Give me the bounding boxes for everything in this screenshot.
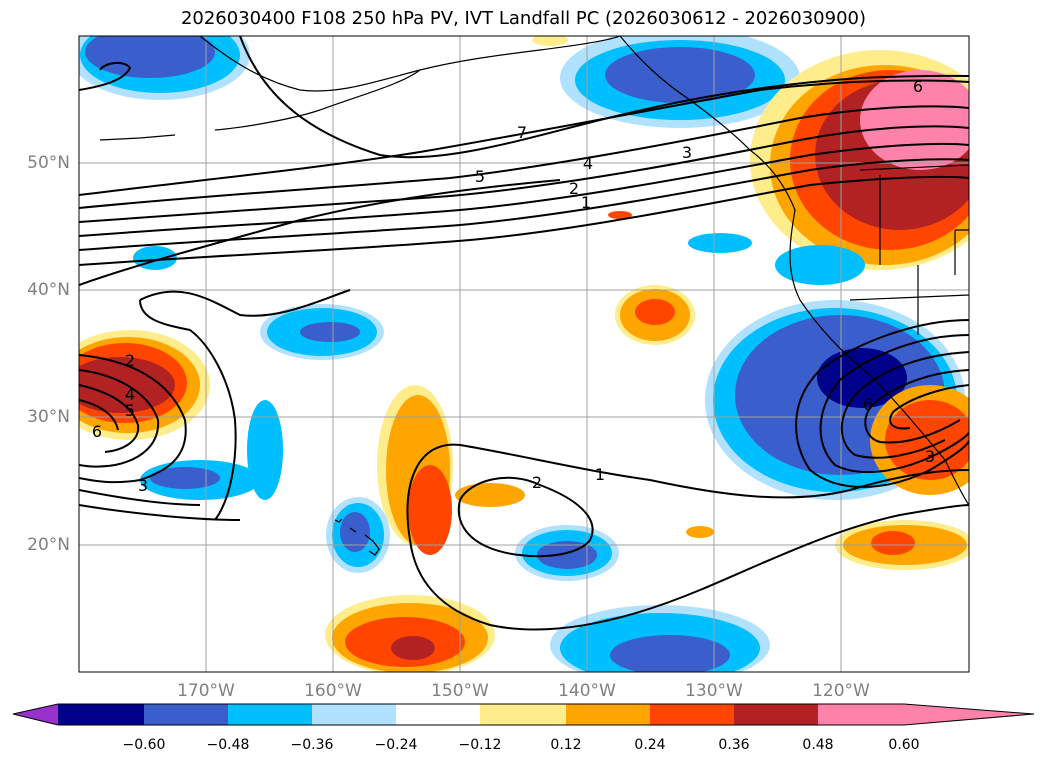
lat-label-50n: 50°N xyxy=(27,153,70,173)
colorbar-bin xyxy=(480,704,566,725)
colorbar-tick: 0.36 xyxy=(718,737,750,753)
contour-label-6b: 6 xyxy=(92,422,102,441)
contour-label-4: 4 xyxy=(583,154,593,173)
lon-label-160w: 160°W xyxy=(304,681,362,701)
lat-label-20n: 20°N xyxy=(27,535,70,555)
contour-label-3: 3 xyxy=(682,143,692,162)
colorbar-tick: 0.60 xyxy=(888,737,920,753)
contour-label-7: 7 xyxy=(517,123,527,142)
colorbar-bin xyxy=(58,704,144,725)
contour-label-5: 5 xyxy=(475,167,485,186)
colorbar-tick: 0.48 xyxy=(802,737,834,753)
contour-label-3c: 3 xyxy=(925,447,935,466)
colorbar-tick: 0.12 xyxy=(550,737,582,753)
colorbar-bin xyxy=(312,704,396,725)
colorbar-bin xyxy=(734,704,818,725)
colorbar-tick: −0.36 xyxy=(290,737,334,753)
pc-shading xyxy=(79,36,969,672)
lon-label-130w: 130°W xyxy=(685,681,743,701)
contour-label-2b: 2 xyxy=(125,351,135,370)
lon-label-170w: 170°W xyxy=(177,681,235,701)
contour-label-2c: 2 xyxy=(532,473,542,492)
colorbar-bin xyxy=(650,704,734,725)
colorbar-bin xyxy=(144,704,228,725)
lon-label-150w: 150°W xyxy=(431,681,489,701)
contour-label-4b: 4 xyxy=(125,385,135,404)
contour-label-6c: 6 xyxy=(863,395,873,414)
lon-label-140w: 140°W xyxy=(558,681,616,701)
colorbar-extend-min xyxy=(13,704,58,725)
contour-label-6: 6 xyxy=(913,77,923,96)
colorbar-extend-max xyxy=(904,704,1034,725)
lon-label-120w: 120°W xyxy=(812,681,870,701)
colorbar-bin xyxy=(396,704,480,725)
contour-label-1b: 1 xyxy=(595,465,605,484)
contour-labels: 7 5 4 3 2 1 6 2 4 5 6 3 2 1 6 3 xyxy=(92,77,935,495)
pv-contours xyxy=(79,36,969,631)
map-title: 2026030400 F108 250 hPa PV, IVT Landfall… xyxy=(180,8,867,29)
colorbar-tick: −0.48 xyxy=(206,737,250,753)
lat-label-40n: 40°N xyxy=(27,280,70,300)
coastlines xyxy=(99,36,969,556)
contour-label-5b: 5 xyxy=(125,401,135,420)
colorbar-bin xyxy=(228,704,312,725)
contour-label-2: 2 xyxy=(569,179,579,198)
colorbar-outline xyxy=(12,703,1035,726)
map-frame xyxy=(78,35,970,673)
colorbar-tick: −0.24 xyxy=(374,737,418,753)
colorbar xyxy=(12,703,1035,726)
lat-label-30n: 30°N xyxy=(27,407,70,427)
colorbar-bin xyxy=(818,704,904,725)
contour-label-1: 1 xyxy=(581,193,591,212)
colorbar-bin xyxy=(566,704,650,725)
contour-label-3b: 3 xyxy=(138,476,148,495)
colorbar-tick: −0.12 xyxy=(458,737,502,753)
colorbar-tick: −0.60 xyxy=(122,737,166,753)
colorbar-tick: 0.24 xyxy=(634,737,666,753)
